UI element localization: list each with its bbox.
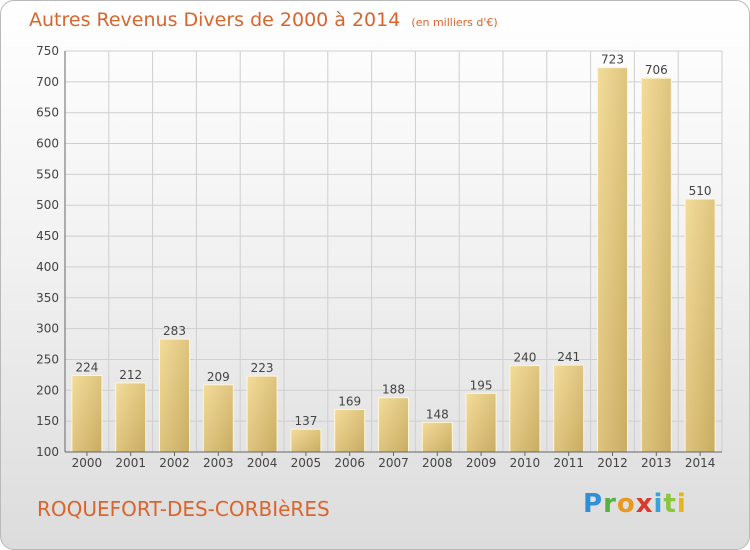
bar-2001 [115,382,147,453]
bar-2014 [684,198,716,453]
x-tick-label-2006: 2006 [334,456,365,470]
bar-2003 [202,384,234,453]
chart-subtitle: (en milliers d'€) [411,16,498,29]
data-label-2007: 188 [382,383,405,397]
y-tick-label-150: 150 [36,414,59,428]
y-tick-label-200: 200 [36,383,59,397]
data-label-2014: 510 [689,184,712,198]
x-tick-label-2008: 2008 [422,456,453,470]
y-tick-label-300: 300 [36,322,59,336]
place-name: ROQUEFORT-DES-CORBIèRES [37,497,330,521]
bar-2002 [159,338,190,453]
y-tick-label-350: 350 [36,291,59,305]
y-tick-label-100: 100 [36,445,59,459]
bar-2012 [597,67,628,453]
x-tick-label-2002: 2002 [159,456,190,470]
chart-title: Autres Revenus Divers de 2000 à 2014 [29,9,401,31]
x-tick-label-2003: 2003 [203,456,234,470]
y-tick-label-500: 500 [36,198,59,212]
bar-2009 [465,392,497,453]
x-tick-label-2005: 2005 [291,456,322,470]
bar-2010 [509,365,541,453]
data-label-2012: 723 [601,53,624,67]
y-tick-label-450: 450 [36,229,59,243]
bar-2004 [246,375,278,453]
x-tick-label-2014: 2014 [685,456,716,470]
x-tick-label-2012: 2012 [597,456,628,470]
x-tick-label-2000: 2000 [72,456,103,470]
data-label-2002: 283 [163,324,186,338]
data-label-2001: 212 [119,368,142,382]
x-tick-label-2001: 2001 [115,456,146,470]
y-tick-label-400: 400 [36,260,59,274]
x-tick-label-2011: 2011 [553,456,584,470]
data-label-2013: 706 [645,63,668,77]
data-label-2003: 209 [207,370,230,384]
x-tick-label-2004: 2004 [247,456,278,470]
chart-title-block: Autres Revenus Divers de 2000 à 2014 (en… [29,9,498,31]
bar-series [71,67,716,453]
y-tick-label-750: 750 [36,44,59,58]
labels: 100 150 200 250 300 350 400 450 500 550 600 650 700 7… [36,44,715,470]
y-tick-label-250: 250 [36,352,59,366]
bar-2007 [378,397,409,453]
y-tick-label-600: 600 [36,137,59,151]
proxiti-logo[interactable]: Proxiti [583,489,687,519]
bar-2008 [421,421,453,453]
y-tick-label-550: 550 [36,167,59,181]
y-tick-label-700: 700 [36,75,59,89]
x-tick-label-2013: 2013 [641,456,672,470]
data-label-2009: 195 [470,378,493,392]
data-label-2010: 240 [513,351,536,365]
axes [64,51,722,456]
x-tick-label-2010: 2010 [510,456,541,470]
data-label-2004: 223 [251,361,274,375]
bar-2013 [640,77,672,453]
bar-2011 [553,364,585,453]
bar-2005 [290,428,322,453]
x-tick-label-2009: 2009 [466,456,497,470]
y-tick-label-650: 650 [36,106,59,120]
x-tick-label-2007: 2007 [378,456,409,470]
bar-2000 [71,375,103,453]
data-label-2011: 241 [557,350,580,364]
bar-2006 [334,408,366,453]
data-label-2005: 137 [294,414,317,428]
data-label-2008: 148 [426,407,449,421]
data-label-2000: 224 [75,361,98,375]
data-label-2006: 169 [338,394,361,408]
